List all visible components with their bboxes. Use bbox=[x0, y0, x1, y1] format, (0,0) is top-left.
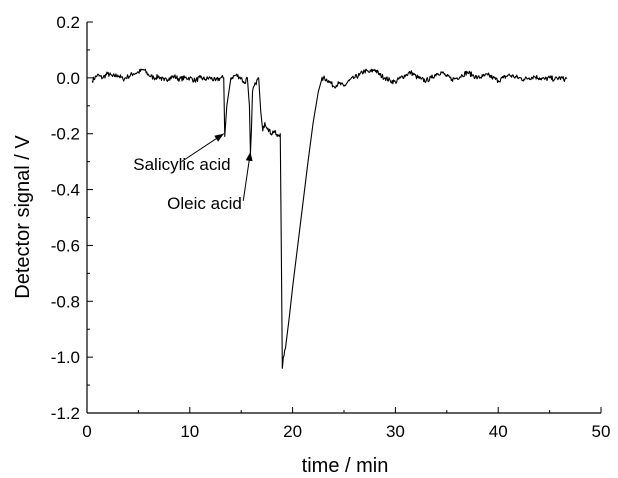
x-axis-title: time / min bbox=[302, 455, 389, 477]
y-tick-label: -1.2 bbox=[51, 404, 80, 423]
y-tick-label: 0.2 bbox=[56, 13, 80, 32]
y-axis: 0.2 0.0 -0.2 -0.4 -0.6 -0.8 -1.0 -1.2 bbox=[51, 13, 93, 423]
y-tick-label: -0.4 bbox=[51, 181, 80, 200]
annotation-label: Salicylic acid bbox=[133, 155, 230, 174]
x-tick-label: 20 bbox=[283, 422, 302, 441]
x-tick-label: 50 bbox=[592, 422, 611, 441]
y-tick-label: -0.8 bbox=[51, 292, 80, 311]
x-tick-label: 10 bbox=[180, 422, 199, 441]
plot-area bbox=[91, 68, 568, 369]
annotation-labels: Salicylic acid Oleic acid bbox=[133, 155, 242, 213]
y-tick-label: -0.6 bbox=[51, 236, 80, 255]
y-tick-label: -1.0 bbox=[51, 348, 80, 367]
x-tick-label: 30 bbox=[386, 422, 405, 441]
annotation-arrows bbox=[181, 133, 253, 201]
arrow-head bbox=[245, 151, 253, 162]
x-tick-label: 40 bbox=[489, 422, 508, 441]
data-trace bbox=[91, 68, 568, 369]
x-tick-label: 0 bbox=[82, 422, 91, 441]
annotation-label: Oleic acid bbox=[167, 194, 242, 213]
arrow-head bbox=[214, 133, 224, 142]
x-axis: 0 10 20 30 40 50 bbox=[82, 407, 610, 441]
y-tick-label: 0.0 bbox=[56, 69, 80, 88]
y-axis-title: Detector signal / V bbox=[12, 135, 34, 299]
y-tick-label: -0.2 bbox=[51, 125, 80, 144]
